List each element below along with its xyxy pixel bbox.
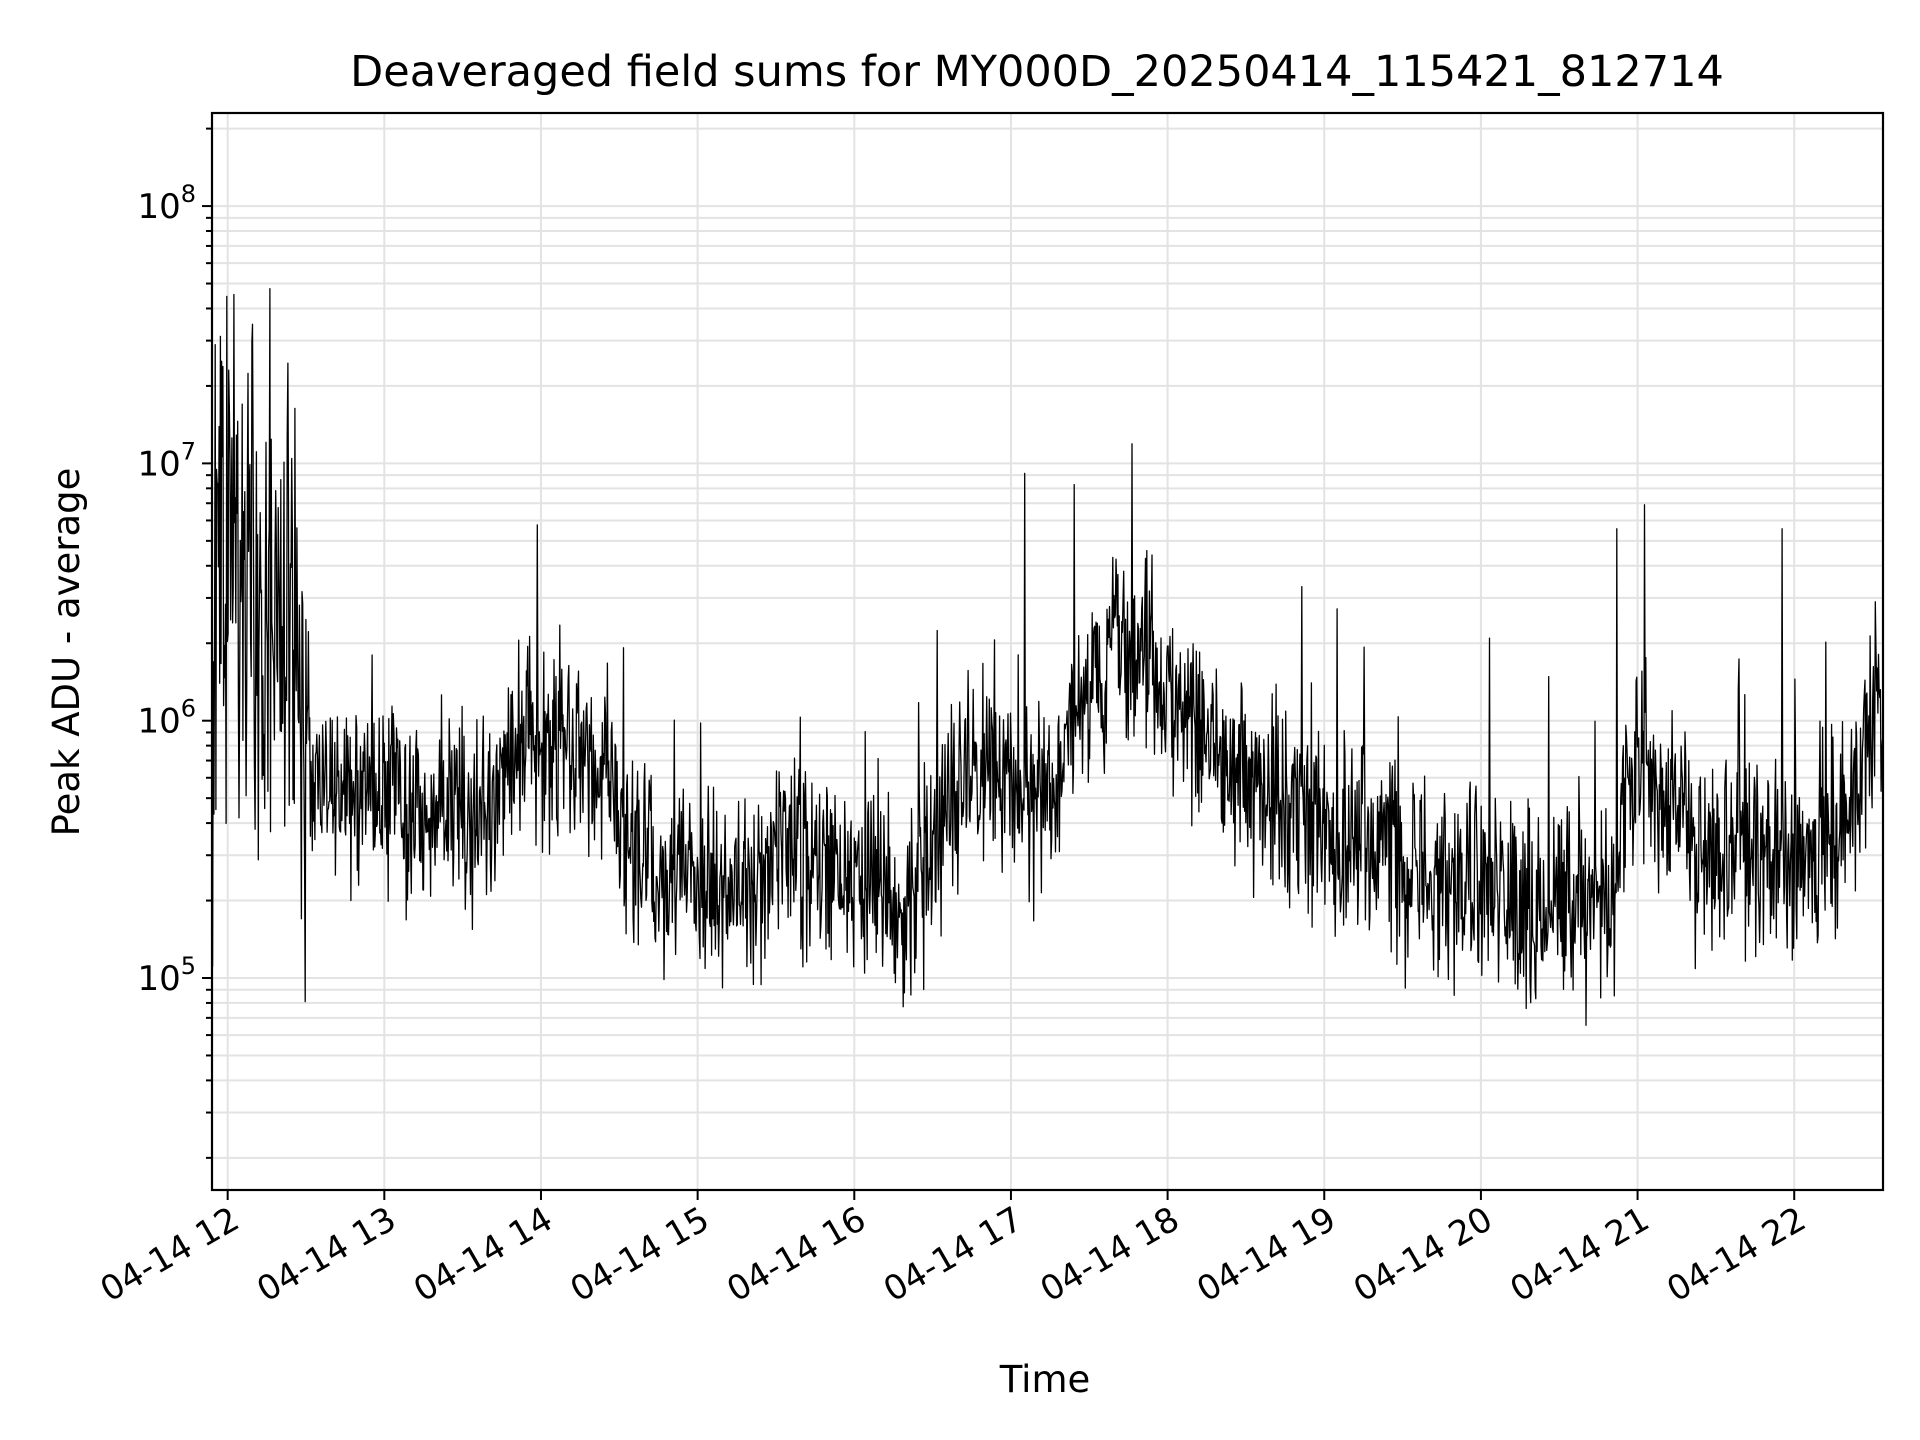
series-line (211, 288, 1884, 1026)
x-tick-label: 04-14 14 (407, 1199, 559, 1310)
x-tick-label: 04-14 20 (1347, 1199, 1499, 1310)
plot-frame (210, 111, 1885, 1192)
y-tick-exponent: 8 (181, 180, 196, 208)
x-tick-label: 04-14 19 (1190, 1199, 1342, 1310)
x-tick-label: 04-14 21 (1504, 1199, 1656, 1310)
y-tick-label: 106 (137, 695, 196, 742)
y-tick-label: 107 (137, 437, 196, 484)
y-tick-label: 108 (137, 180, 196, 227)
data-series (211, 288, 1884, 1026)
x-tick-label: 04-14 22 (1660, 1199, 1812, 1310)
chart-title: Deaveraged field sums for MY000D_2025041… (350, 47, 1724, 97)
x-tick-label: 04-14 16 (720, 1199, 872, 1310)
grid (212, 113, 1883, 1190)
x-tick-label: 04-14 13 (250, 1199, 402, 1310)
y-axis-label: Peak ADU - average (45, 468, 88, 837)
y-tick-label: 105 (137, 952, 196, 999)
x-axis-label: Time (999, 1358, 1091, 1401)
x-tick-label: 04-14 17 (877, 1199, 1029, 1310)
y-tick-exponent: 6 (181, 695, 196, 723)
x-tick-label: 04-14 15 (564, 1199, 716, 1310)
x-tick-label: 04-14 18 (1034, 1199, 1186, 1310)
y-tick-exponent: 5 (181, 952, 196, 980)
y-tick-exponent: 7 (181, 437, 196, 465)
x-tick-label: 04-14 12 (94, 1199, 246, 1310)
